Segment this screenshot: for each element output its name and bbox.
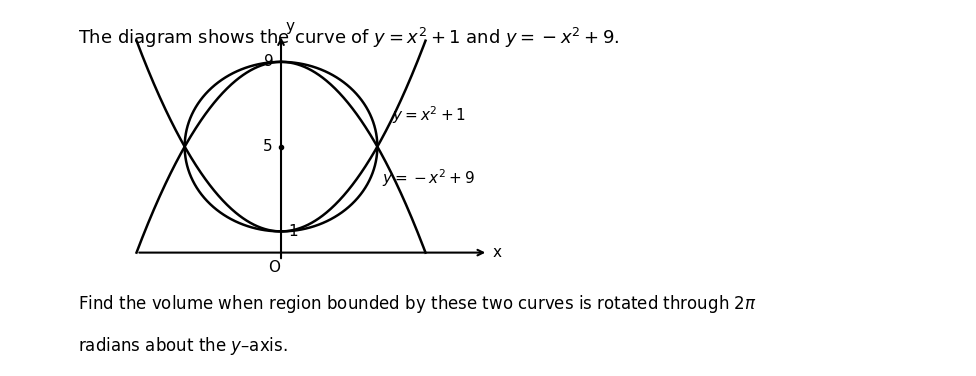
Text: O: O bbox=[267, 260, 280, 275]
Text: $y=-x^2+9$: $y=-x^2+9$ bbox=[383, 168, 475, 189]
Text: y: y bbox=[286, 19, 295, 34]
Text: Find the volume when region bounded by these two curves is rotated through $2\pi: Find the volume when region bounded by t… bbox=[78, 293, 756, 315]
Text: 1: 1 bbox=[288, 224, 298, 239]
Text: 5: 5 bbox=[263, 139, 272, 154]
Text: The diagram shows the curve of $y=x^2+1$ and $y=-x^2+9$.: The diagram shows the curve of $y=x^2+1$… bbox=[78, 26, 620, 50]
Text: x: x bbox=[493, 245, 502, 260]
Text: $y=x^2+1$: $y=x^2+1$ bbox=[391, 104, 466, 126]
Text: 9: 9 bbox=[264, 55, 274, 69]
Text: radians about the $y$–axis.: radians about the $y$–axis. bbox=[78, 335, 288, 357]
